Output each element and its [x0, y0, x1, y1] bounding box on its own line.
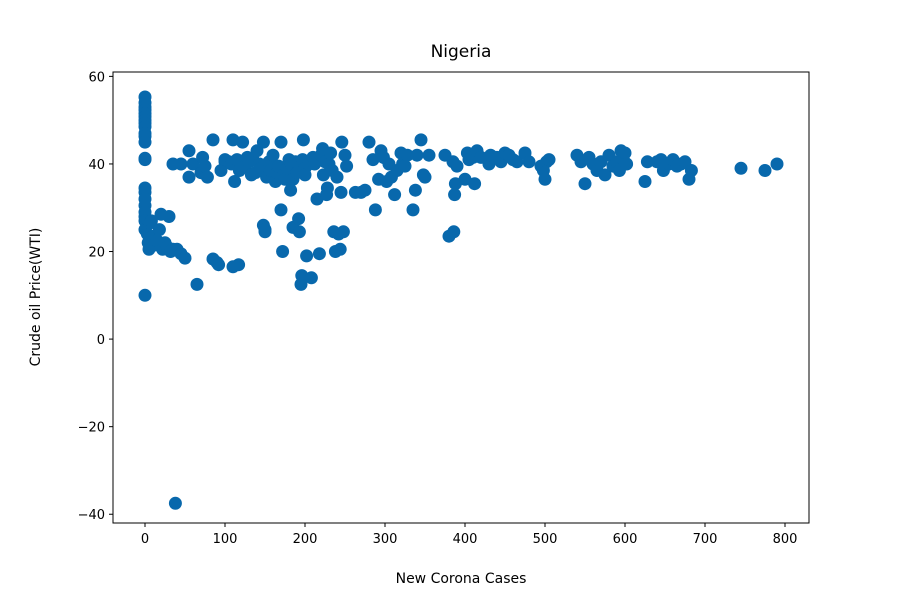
data-point — [298, 168, 312, 182]
y-axis-label: Crude oil Price(WTI) — [28, 228, 44, 367]
data-point — [296, 133, 310, 147]
data-point — [236, 135, 250, 149]
y-tick-label: 40 — [88, 158, 105, 173]
data-point — [276, 245, 290, 258]
data-point — [408, 183, 422, 197]
data-point — [414, 133, 428, 147]
data-point — [398, 159, 412, 173]
data-point — [256, 135, 270, 149]
plot-frame — [112, 71, 810, 524]
data-point — [334, 185, 348, 199]
data-point — [400, 148, 414, 162]
y-tick-label: −20 — [78, 421, 105, 436]
y-tick-label: 20 — [88, 246, 105, 261]
x-tick-label: 0 — [141, 532, 149, 547]
data-point — [640, 155, 654, 169]
y-tick-label: 60 — [88, 70, 105, 85]
data-point — [358, 183, 372, 197]
data-point — [212, 258, 226, 272]
x-tick-label: 100 — [213, 532, 238, 547]
data-point — [340, 159, 354, 173]
data-point — [206, 133, 220, 147]
data-point — [684, 164, 698, 177]
x-tick-label: 300 — [373, 532, 398, 547]
data-point — [144, 214, 158, 228]
data-point — [138, 135, 152, 149]
data-point — [162, 210, 176, 223]
x-axis-label: New Corona Cases — [396, 571, 527, 587]
data-point — [758, 164, 772, 177]
data-point — [388, 188, 402, 202]
data-point — [152, 223, 166, 237]
data-point — [182, 144, 196, 158]
data-point — [336, 225, 350, 239]
data-point — [292, 212, 306, 226]
data-point — [138, 153, 152, 167]
data-point — [304, 271, 318, 285]
data-point — [138, 288, 152, 302]
data-point — [200, 170, 214, 184]
y-tick-label: 0 — [97, 333, 105, 348]
data-point — [410, 148, 424, 162]
data-point — [335, 135, 349, 149]
x-axis: 0 100 200 300 400 500 600 700 800 — [141, 523, 798, 547]
data-point — [418, 170, 432, 184]
data-point — [232, 258, 246, 272]
data-point — [422, 148, 436, 162]
data-point — [447, 225, 461, 239]
data-point — [284, 183, 298, 197]
data-point — [292, 225, 306, 239]
data-point — [178, 251, 192, 265]
data-point — [320, 181, 334, 195]
x-tick-label: 400 — [453, 532, 478, 547]
y-axis: −40 −20 0 20 40 60 — [78, 70, 113, 523]
data-point — [638, 175, 652, 188]
data-point — [542, 153, 556, 167]
data-point — [450, 159, 464, 173]
data-point — [174, 157, 188, 171]
data-point — [598, 168, 612, 182]
data-point — [734, 161, 748, 175]
data-point — [258, 225, 272, 239]
data-point — [538, 172, 552, 186]
x-tick-label: 500 — [533, 532, 558, 547]
data-point — [266, 148, 280, 162]
data-point — [770, 157, 784, 171]
data-point — [406, 203, 420, 217]
x-tick-label: 600 — [613, 532, 638, 547]
data-point — [300, 249, 314, 263]
data-point — [330, 170, 344, 184]
data-point — [190, 277, 204, 291]
data-point — [168, 496, 182, 510]
data-point — [186, 157, 200, 171]
data-point — [510, 155, 524, 169]
data-point — [338, 148, 352, 162]
y-tick-label: −40 — [78, 508, 105, 523]
x-tick-label: 700 — [693, 532, 718, 547]
data-point — [448, 188, 462, 202]
chart-title: Nigeria — [431, 42, 492, 62]
x-tick-label: 800 — [773, 532, 798, 547]
data-point — [182, 170, 196, 184]
data-point — [312, 247, 326, 261]
data-point — [368, 203, 382, 217]
data-point — [618, 146, 632, 160]
data-point — [578, 177, 592, 191]
data-point — [274, 135, 288, 149]
data-point — [198, 159, 212, 173]
data-points — [138, 90, 784, 510]
data-point — [468, 177, 482, 191]
data-point — [228, 175, 242, 188]
data-point — [333, 242, 347, 256]
data-point — [620, 157, 634, 171]
data-point — [522, 155, 536, 169]
data-point — [362, 135, 376, 149]
data-point — [274, 203, 288, 217]
data-point — [324, 146, 338, 160]
x-tick-label: 200 — [293, 532, 318, 547]
data-point — [366, 153, 380, 167]
